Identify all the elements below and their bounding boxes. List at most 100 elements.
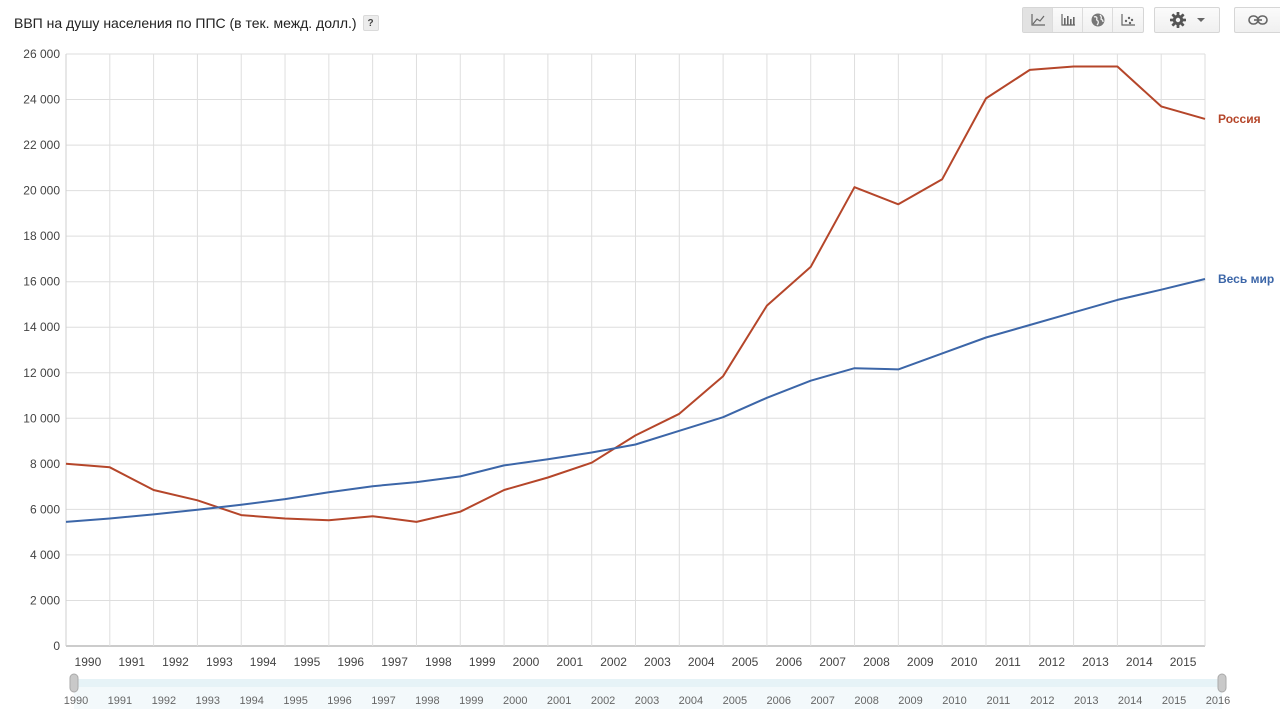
x-tick-label: 2009 [907, 655, 934, 669]
slider-tick-label: 1997 [371, 695, 395, 707]
slider-tick-label: 2012 [1030, 695, 1054, 707]
y-tick-label: 24 000 [23, 93, 60, 107]
slider-tick-label: 2006 [767, 695, 791, 707]
x-tick-label: 1993 [206, 655, 233, 669]
bar-chart-icon [1060, 14, 1075, 26]
slider-tick-label: 2004 [679, 695, 703, 707]
slider-tick-label: 1999 [459, 695, 483, 707]
slider-tick-label: 2007 [810, 695, 834, 707]
x-tick-label: 2001 [556, 655, 583, 669]
axes: 0 2 000 4 000 6 000 8 000 10 000 12 000 14 000 1… [23, 47, 1196, 669]
y-tick-label: 16 000 [23, 275, 60, 289]
x-tick-label: 2012 [1038, 655, 1065, 669]
scatter-chart-button[interactable] [1113, 8, 1143, 32]
y-tick-label: 4 000 [30, 548, 60, 562]
time-slider: 1990 1991 1992 1993 1994 1995 1996 1997 1998 1999… [64, 673, 1230, 709]
slider-tick-label: 2016 [1206, 695, 1230, 707]
y-tick-label: 26 000 [23, 47, 60, 61]
line-chart-button[interactable] [1023, 8, 1053, 32]
x-tick-label: 1995 [294, 655, 321, 669]
x-tick-label: 2011 [995, 655, 1021, 669]
x-tick-label: 1996 [337, 655, 364, 669]
x-tick-label: 1994 [250, 655, 277, 669]
slider-tick-label: 1990 [64, 695, 88, 707]
grid [65, 53, 1206, 647]
series-line[interactable] [65, 65, 1206, 523]
help-button[interactable]: ? [362, 15, 379, 31]
slider-tick-label: 2005 [723, 695, 747, 707]
slider-tick-label: 1996 [327, 695, 351, 707]
chart-header: ВВП на душу населения по ППС (в тек. меж… [14, 12, 379, 34]
x-tick-label: 2007 [819, 655, 846, 669]
slider-tick-label: 2009 [898, 695, 922, 707]
y-tick-label: 2 000 [30, 593, 60, 607]
link-menu [1234, 7, 1280, 33]
x-tick-label: 1991 [118, 655, 145, 669]
y-tick-label: 0 [53, 639, 60, 653]
globe-icon [1091, 13, 1104, 27]
gear-icon [1170, 12, 1186, 28]
slider-tick-label: 2011 [987, 695, 1011, 707]
x-tick-label: 2000 [513, 655, 540, 669]
slider-tick-label: 2008 [854, 695, 878, 707]
y-tick-label: 20 000 [23, 184, 60, 198]
series-label: Россия [1218, 112, 1261, 126]
slider-tick-label: 1994 [239, 695, 263, 707]
slider-tick-label: 2001 [547, 695, 571, 707]
y-tick-label: 22 000 [23, 138, 60, 152]
x-tick-label: 2013 [1082, 655, 1109, 669]
y-tick-label: 10 000 [23, 411, 60, 425]
slider-tick-label: 1995 [283, 695, 307, 707]
x-tick-label: 2002 [600, 655, 627, 669]
settings-menu [1154, 7, 1220, 33]
x-tick-label: 2010 [951, 655, 978, 669]
slider-handle[interactable] [69, 673, 79, 693]
y-tick-label: 18 000 [23, 229, 60, 243]
x-tick-label: 1997 [381, 655, 408, 669]
slider-handle[interactable] [1217, 673, 1227, 693]
slider-track[interactable] [74, 679, 1222, 687]
x-tick-label: 2004 [688, 655, 715, 669]
map-button[interactable] [1083, 8, 1113, 32]
scatter-chart-icon [1121, 14, 1135, 26]
y-tick-label: 6 000 [30, 502, 60, 516]
x-tick-label: 2005 [732, 655, 759, 669]
link-button[interactable] [1235, 8, 1280, 32]
slider-tick-label: 2010 [942, 695, 966, 707]
link-icon [1247, 15, 1268, 25]
chart-title: ВВП на душу населения по ППС (в тек. меж… [14, 15, 357, 31]
slider-tick-label: 2003 [635, 695, 659, 707]
x-tick-label: 2003 [644, 655, 671, 669]
slider-band [74, 687, 1222, 709]
x-tick-label: 2014 [1126, 655, 1153, 669]
slider-tick-label: 1991 [108, 695, 132, 707]
y-tick-label: 14 000 [23, 320, 60, 334]
line-chart-icon [1030, 14, 1045, 26]
series-label: Весь мир [1218, 272, 1274, 286]
slider-tick-label: 2015 [1162, 695, 1186, 707]
x-tick-label: 2006 [775, 655, 802, 669]
y-tick-label: 12 000 [23, 366, 60, 380]
settings-button[interactable] [1155, 8, 1219, 32]
bar-chart-button[interactable] [1053, 8, 1083, 32]
series: Россия Весь мир [65, 65, 1274, 523]
slider-tick-label: 1992 [152, 695, 176, 707]
x-tick-label: 2008 [863, 655, 890, 669]
y-tick-label: 8 000 [30, 457, 60, 471]
chart-type-switcher [1022, 7, 1144, 33]
slider-tick-label: 2000 [503, 695, 527, 707]
slider-tick-label: 1993 [196, 695, 220, 707]
series-line[interactable] [65, 278, 1206, 523]
slider-tick-label: 2002 [591, 695, 615, 707]
x-tick-label: 1990 [75, 655, 102, 669]
chart-toolbar [1022, 6, 1280, 34]
x-tick-label: 2015 [1170, 655, 1197, 669]
x-tick-label: 1998 [425, 655, 452, 669]
x-tick-label: 1999 [469, 655, 496, 669]
caret-down-icon [1197, 18, 1205, 22]
slider-tick-label: 2013 [1074, 695, 1098, 707]
slider-tick-label: 2014 [1118, 695, 1142, 707]
x-tick-label: 1992 [162, 655, 189, 669]
slider-tick-label: 1998 [415, 695, 439, 707]
